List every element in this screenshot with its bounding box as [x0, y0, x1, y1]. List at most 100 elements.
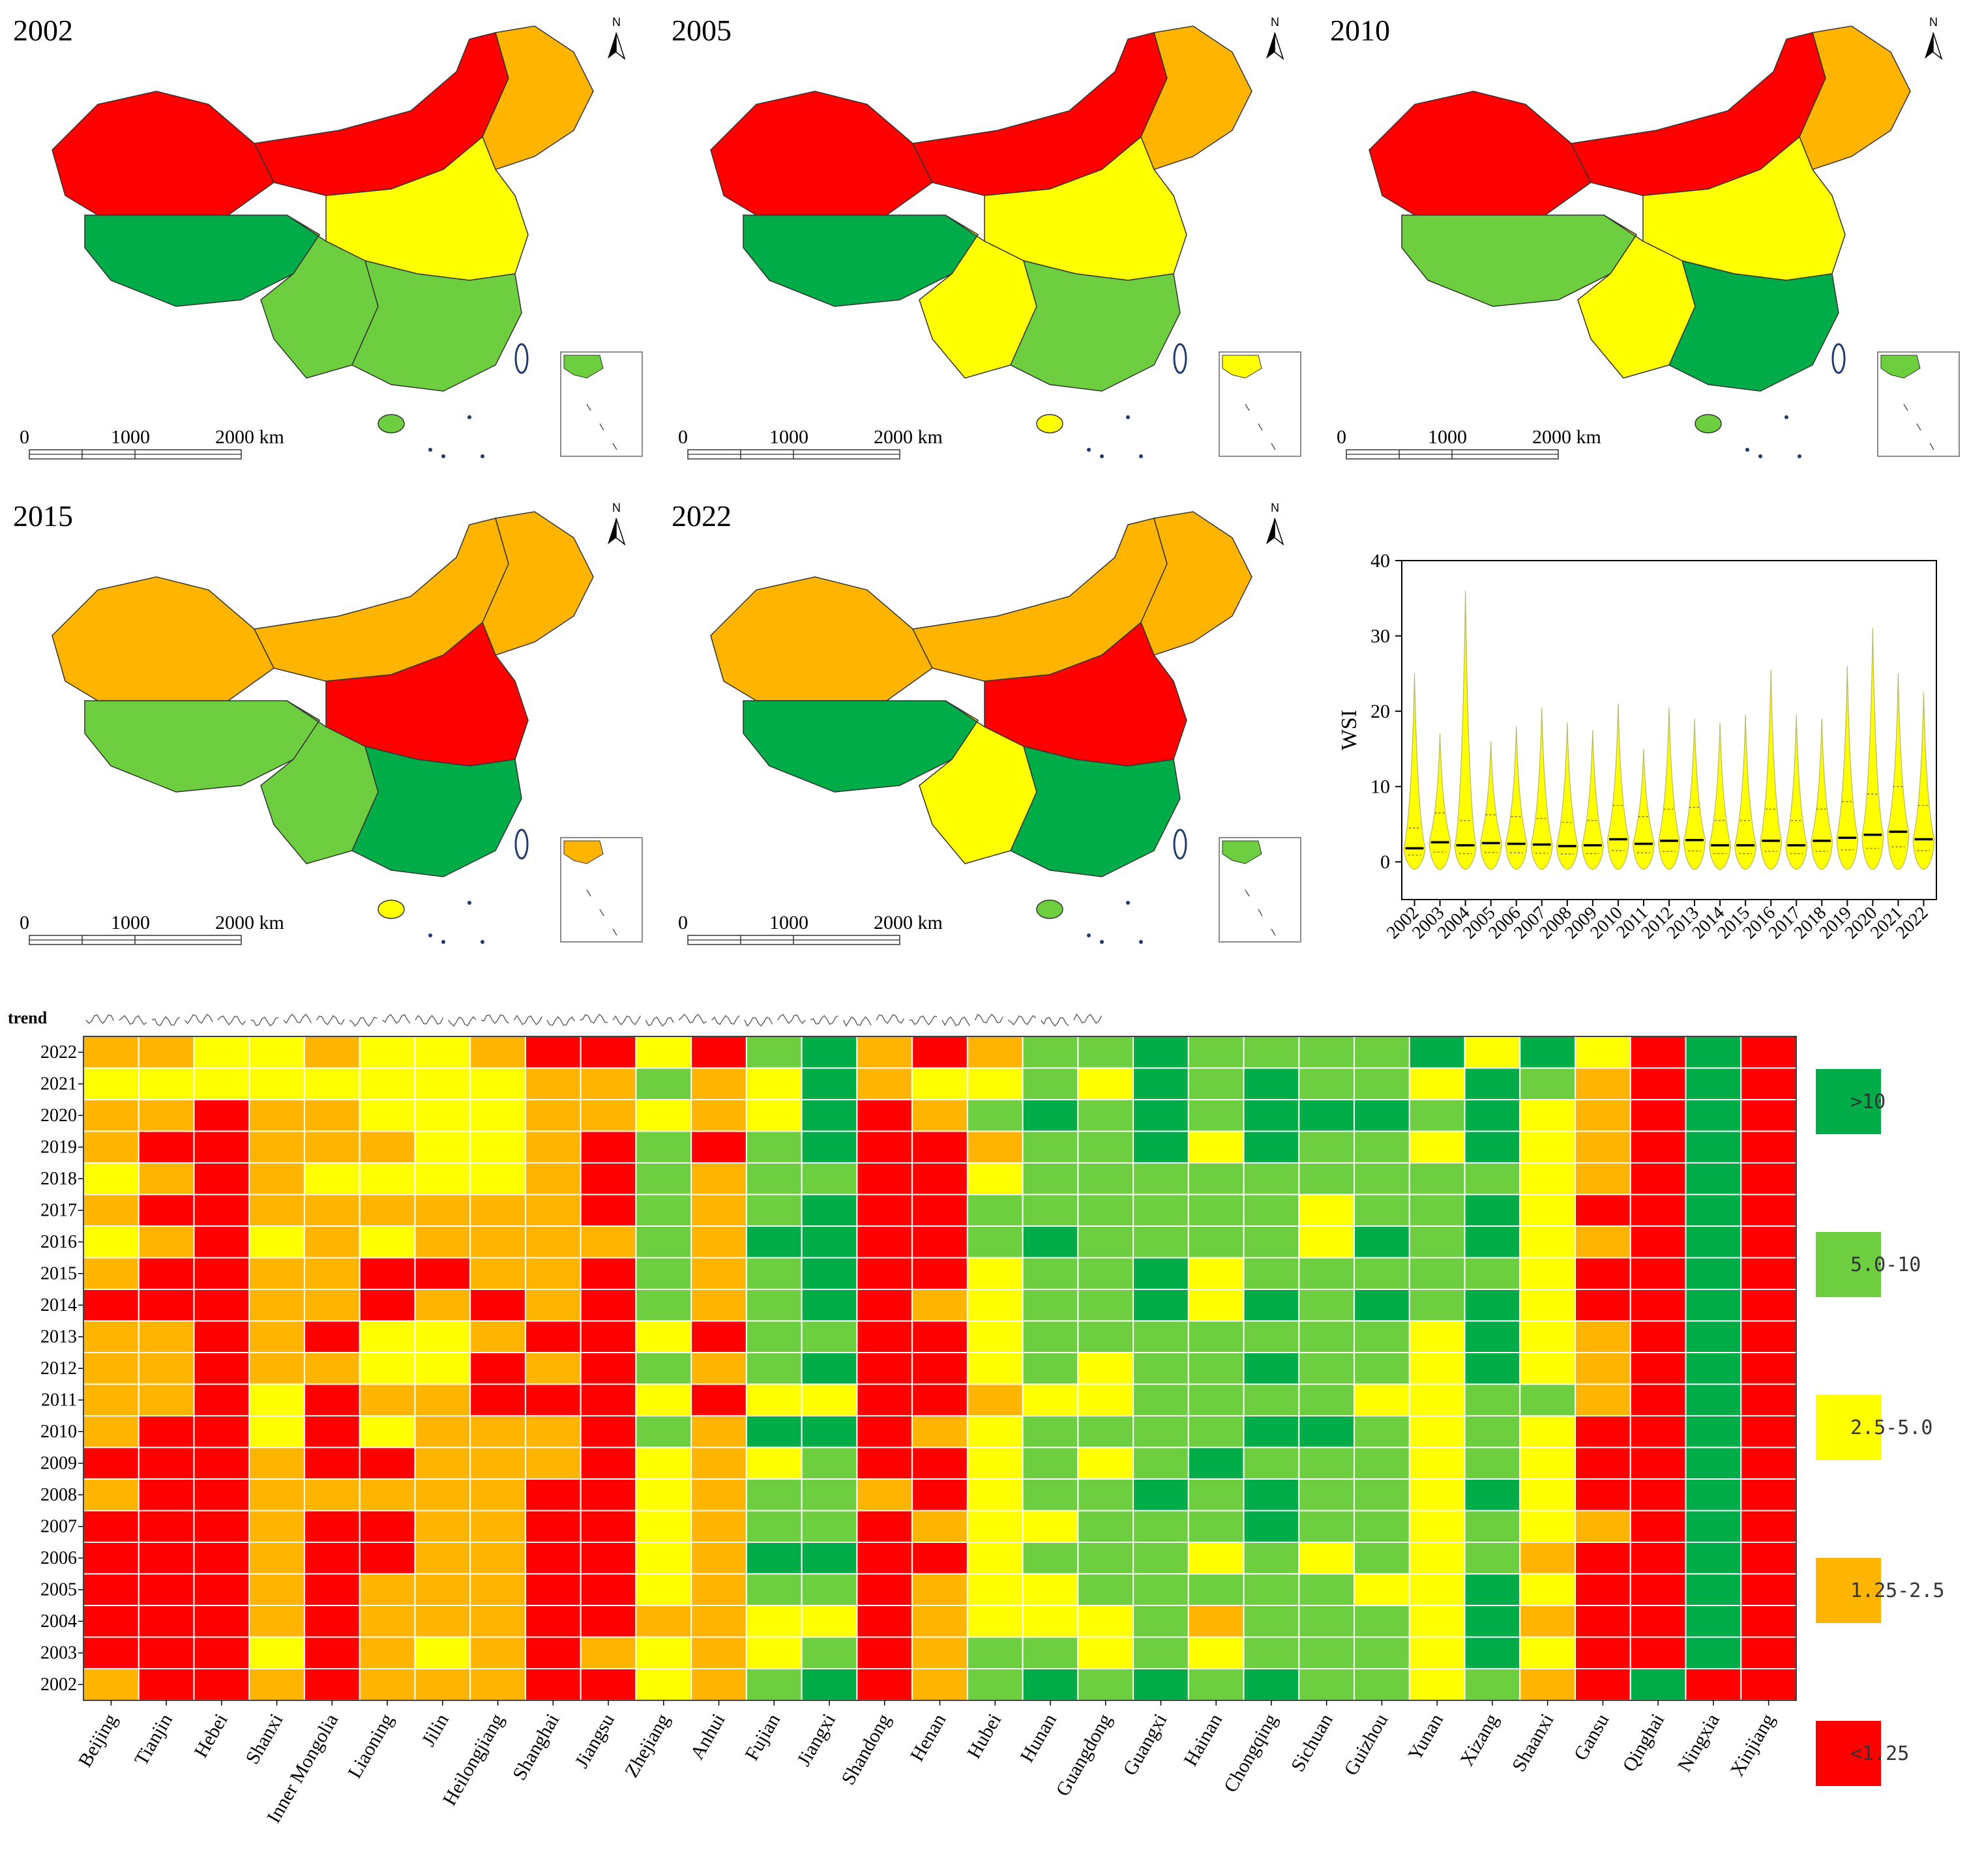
heatmap-province-label: Jilin: [417, 1710, 452, 1750]
south-sea-inset: [1877, 351, 1960, 457]
violin-ylabel: WSI: [1337, 710, 1361, 750]
heatmap-cell: [1243, 1668, 1300, 1701]
region-northeast: [1140, 511, 1252, 656]
trend-sparkline: [447, 1016, 477, 1027]
heatmap-cell: [359, 1542, 416, 1575]
heatmap-cell: [248, 1130, 305, 1164]
heatmap-cell: [359, 1352, 416, 1385]
heatmap-cell: [635, 1478, 692, 1512]
heatmap-cell: [1133, 1605, 1189, 1638]
region-northwest: [52, 576, 274, 701]
heatmap-cell: [1133, 1352, 1189, 1385]
heatmap-cell: [745, 1573, 803, 1606]
heatmap-cell: [966, 1036, 1024, 1069]
island-dot: [1139, 454, 1143, 458]
heatmap-cell: [303, 1415, 361, 1448]
heatmap-cell: [1077, 1352, 1134, 1385]
heatmap-cell: [303, 1194, 361, 1227]
heatmap-cell: [801, 1289, 858, 1322]
heatmap-cell: [359, 1162, 416, 1195]
heatmap-cell: [248, 1636, 305, 1669]
trend-sparkline: [1007, 1015, 1037, 1026]
legend-label: 2.5-5.0: [1850, 1416, 1932, 1439]
heatmap-cell: [303, 1099, 361, 1132]
heatmap-cell: [1354, 1415, 1410, 1448]
trend-sparkline: [481, 1014, 509, 1025]
south-sea-inset: [560, 351, 643, 457]
heatmap-cell: [1740, 1668, 1797, 1701]
heatmap-cell: [469, 1067, 526, 1100]
heatmap-cell: [1519, 1542, 1577, 1575]
south-sea-inset: [1219, 837, 1301, 943]
trend-sparkline: [151, 1016, 181, 1027]
heatmap-cell: [690, 1636, 747, 1669]
heatmap-cell: [138, 1415, 195, 1448]
heatmap-cell: [1740, 1225, 1797, 1259]
heatmap-cell: [580, 1067, 637, 1100]
heatmap-cell: [359, 1446, 416, 1480]
heatmap-cell: [1187, 1415, 1245, 1448]
heatmap-cell: [856, 1320, 913, 1353]
heatmap-cell: [690, 1352, 747, 1385]
heatmap-cell: [911, 1573, 968, 1606]
heatmap-cell: [1243, 1542, 1300, 1575]
heatmap-cell: [1022, 1668, 1079, 1701]
heatmap-cell: [1298, 1036, 1355, 1069]
heatmap-cell: [83, 1573, 140, 1606]
heatmap-cell: [1464, 1605, 1521, 1638]
heatmap-cell: [690, 1257, 747, 1290]
heatmap-cell: [469, 1352, 526, 1385]
heatmap-cell: [1298, 1668, 1355, 1701]
heatmap-cell: [138, 1446, 195, 1480]
heatmap-cell: [580, 1162, 637, 1195]
heatmap-cell: [469, 1099, 526, 1132]
heatmap-cell: [248, 1383, 305, 1416]
heatmap-cell: [303, 1067, 361, 1100]
heatmap-cell: [966, 1415, 1024, 1448]
heatmap-cell: [635, 1162, 692, 1195]
heatmap-cell: [1298, 1320, 1355, 1353]
heatmap-cell: [1408, 1446, 1466, 1480]
heatmap-cell: [1133, 1162, 1189, 1195]
trend-sparkline: [941, 1016, 971, 1027]
island-dot: [1126, 901, 1130, 905]
violin-ytick-label: 0: [1380, 851, 1390, 873]
heatmap-cell: [801, 1636, 858, 1669]
heatmap-cell: [303, 1605, 361, 1638]
heatmap-cell: [911, 1542, 968, 1575]
heatmap-province-label: Shanxi: [241, 1710, 287, 1768]
heatmap-cell: [635, 1257, 692, 1290]
heatmap-cell: [1740, 1636, 1797, 1669]
trend-sparkline: [580, 1013, 608, 1024]
heatmap-cell: [1464, 1383, 1521, 1416]
heatmap-cell: [1685, 1668, 1742, 1701]
heatmap-cell: [1464, 1446, 1521, 1480]
heatmap-cell: [1133, 1036, 1189, 1069]
heatmap-cell: [635, 1542, 692, 1575]
heatmap-cell: [911, 1668, 968, 1701]
heatmap-cell: [193, 1162, 250, 1195]
heatmap-cell: [1077, 1225, 1134, 1259]
heatmap-province-label: Henan: [906, 1710, 951, 1765]
island-dot: [1087, 448, 1091, 452]
trend-sparkline: [810, 1014, 838, 1025]
heatmap-cell: [469, 1668, 526, 1701]
heatmap-cell: [1575, 1446, 1631, 1480]
map-year-label: 2002: [13, 14, 73, 47]
heatmap-cell: [911, 1130, 968, 1164]
heatmap-cell: [690, 1542, 747, 1575]
scale-end: 2000 km: [1532, 426, 1601, 448]
map-year-label: 2005: [672, 14, 732, 47]
heatmap-cell: [303, 1225, 361, 1259]
heatmap-cell: [635, 1289, 692, 1322]
heatmap-cell: [1077, 1478, 1134, 1512]
heatmap-cell: [1575, 1573, 1631, 1606]
heatmap-cell: [248, 1036, 305, 1069]
violin-2022: [1912, 692, 1935, 870]
heatmap-cell: [248, 1194, 305, 1227]
heatmap-cell: [1629, 1510, 1687, 1543]
heatmap-cell: [801, 1383, 858, 1416]
heatmap-year-label: 2019: [40, 1137, 77, 1157]
region-northeast: [1799, 25, 1911, 170]
heatmap-cell: [1187, 1573, 1245, 1606]
